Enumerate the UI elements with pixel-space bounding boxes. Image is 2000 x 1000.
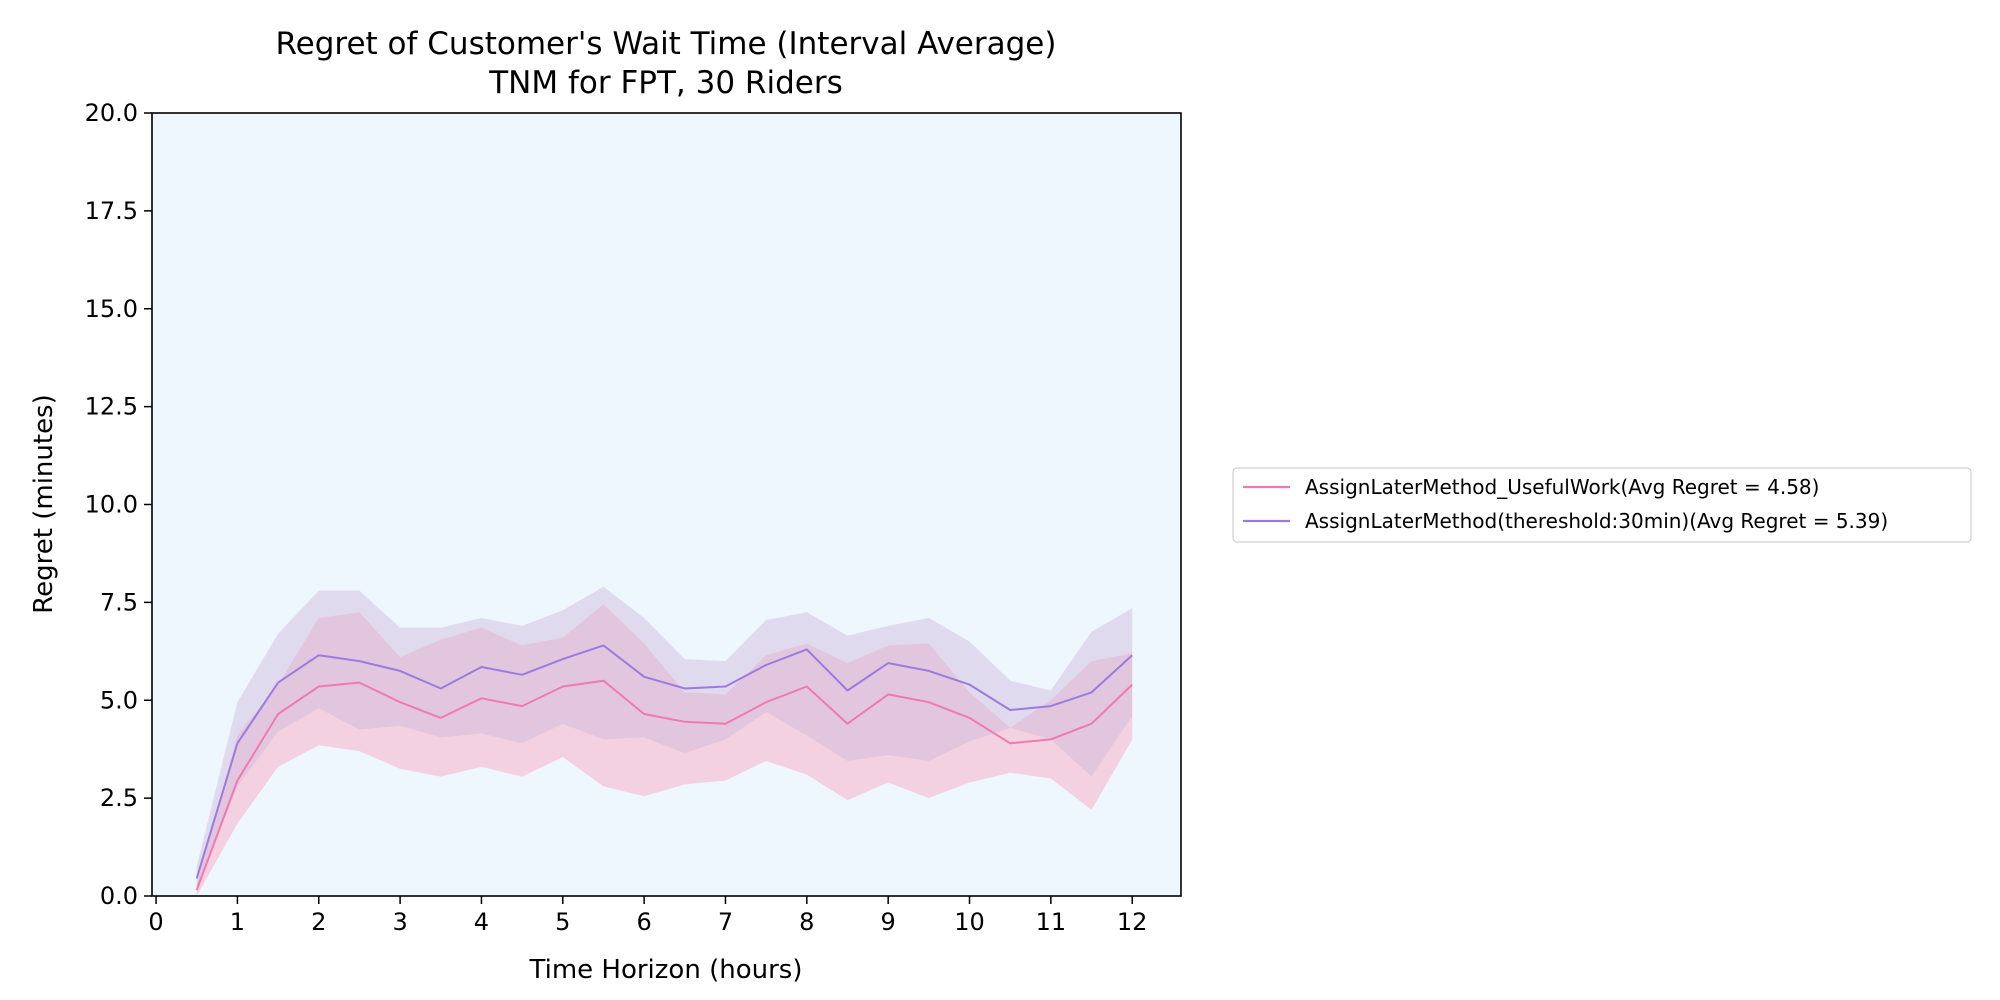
x-tick-label: 8 <box>799 908 814 936</box>
x-tick-label: 12 <box>1117 908 1148 936</box>
x-tick-label: 5 <box>555 908 570 936</box>
y-axis-label: Regret (minutes) <box>29 394 59 614</box>
y-tick-label: 0.0 <box>100 882 138 910</box>
y-axis-ticks: 0.0 2.5 5.0 7.5 10.0 12.5 15.0 17.5 20.0 <box>85 99 152 910</box>
series-line-usefulwork <box>195 679 1133 891</box>
legend-label-usefulwork: AssignLaterMethod_UsefulWork(Avg Regret … <box>1305 475 1819 499</box>
x-tick-label: 3 <box>392 908 407 936</box>
y-tick-label: 20.0 <box>85 99 138 127</box>
x-tick-label: 10 <box>954 908 985 936</box>
y-tick-label: 10.0 <box>85 491 138 519</box>
band-threshold <box>196 586 1133 889</box>
chart-subtitle: TNM for FPT, 30 Riders <box>488 65 842 101</box>
legend-box <box>1232 467 1972 543</box>
y-tick-label: 2.5 <box>100 784 138 812</box>
y-tick-label: 12.5 <box>85 393 138 421</box>
y-tick-label: 17.5 <box>85 197 138 225</box>
x-tick-label: 6 <box>636 908 651 936</box>
x-tick-label: 11 <box>1036 908 1067 936</box>
confidence-bands <box>196 586 1133 896</box>
x-tick-label: 2 <box>311 908 326 936</box>
x-tick-label: 9 <box>881 908 896 936</box>
x-tick-label: 0 <box>148 908 163 936</box>
x-axis-label: Time Horizon (hours) <box>529 955 803 985</box>
series-line-threshold <box>195 644 1133 879</box>
y-tick-label: 7.5 <box>100 588 138 616</box>
x-tick-label: 7 <box>718 908 733 936</box>
series-lines <box>195 644 1133 891</box>
x-tick-label: 1 <box>230 908 245 936</box>
legend: AssignLaterMethod_UsefulWork(Avg Regret … <box>1232 467 1972 543</box>
y-tick-label: 5.0 <box>100 686 138 714</box>
y-tick-label: 15.0 <box>85 295 138 323</box>
band-usefulwork <box>196 604 1133 896</box>
chart-title: Regret of Customer's Wait Time (Interval… <box>276 26 1057 62</box>
legend-label-threshold: AssignLaterMethod(thereshold:30min)(Avg … <box>1305 509 1888 533</box>
x-tick-label: 4 <box>474 908 489 936</box>
x-axis-ticks: 0 1 2 3 4 5 6 7 8 9 10 11 12 <box>148 896 1147 936</box>
